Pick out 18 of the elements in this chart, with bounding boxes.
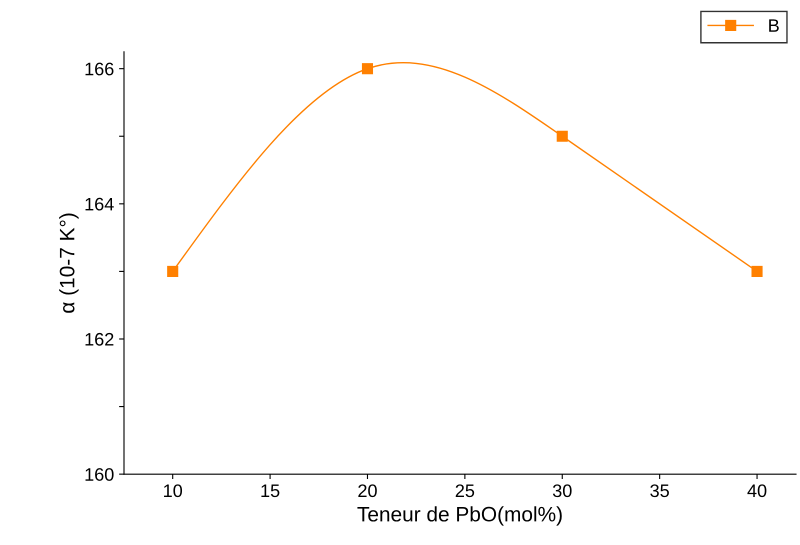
legend-label: B	[769, 19, 779, 32]
x-tick-label: 15	[261, 484, 280, 498]
point	[556, 130, 568, 142]
y-tick-label: 160	[86, 468, 114, 481]
y-tick-label: 162	[86, 332, 114, 346]
point	[751, 266, 763, 277]
x-axis-title: Teneur de PbO(mol%)	[357, 506, 562, 526]
y-axis-title: α (10-7 K°)	[59, 214, 79, 313]
x-tick-label: 35	[650, 484, 669, 498]
x-tick-label: 20	[358, 484, 377, 498]
x-tick-label: 40	[747, 484, 766, 498]
point	[362, 63, 374, 74]
x-tick-label: 10	[164, 484, 182, 498]
x-tick-label: 30	[552, 484, 572, 498]
y-tick-label: 164	[86, 198, 114, 211]
x-tick-label: 25	[456, 484, 474, 498]
point	[167, 266, 178, 277]
y-tick-label: 166	[86, 62, 114, 76]
